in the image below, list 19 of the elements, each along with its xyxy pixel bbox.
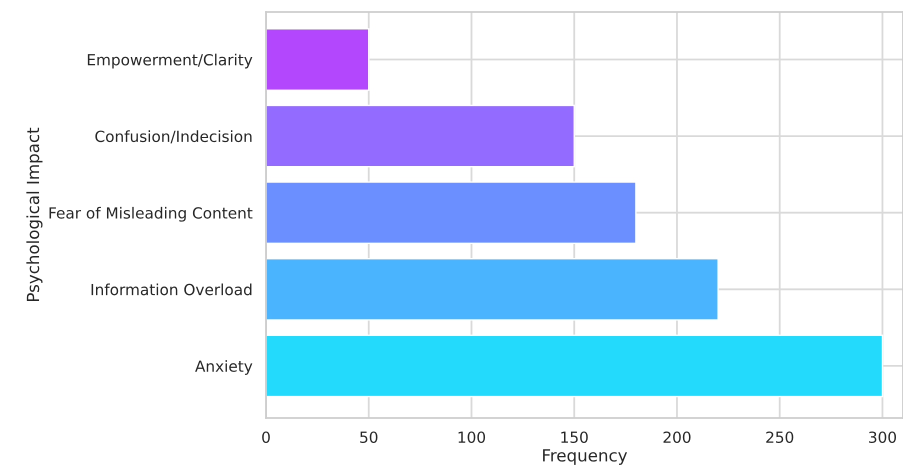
y-tick-label: Anxiety	[195, 360, 252, 375]
y-tick-label: Information Overload	[92, 284, 252, 296]
x-tick-label: 100	[458, 431, 486, 444]
x-tick-label: 0	[262, 431, 270, 444]
x-tick-label: 300	[869, 431, 896, 444]
bar	[266, 181, 637, 244]
x-tick-label: 200	[664, 431, 691, 444]
y-tick-label: Confusion/Indecision	[95, 130, 252, 144]
x-tick-label: 50	[360, 431, 378, 444]
bar	[266, 28, 370, 91]
x-tick-label: 250	[766, 431, 794, 444]
x-axis-title: Frequency	[543, 449, 628, 465]
bar	[266, 104, 575, 168]
y-tick-label: Fear of Misleading Content	[50, 206, 252, 222]
bar	[266, 258, 719, 321]
y-axis-title: Psychological Impact	[26, 128, 42, 301]
bar	[266, 334, 884, 398]
x-tick-label: 150	[561, 431, 588, 444]
y-tick-label: Empowerment/Clarity	[88, 54, 252, 68]
